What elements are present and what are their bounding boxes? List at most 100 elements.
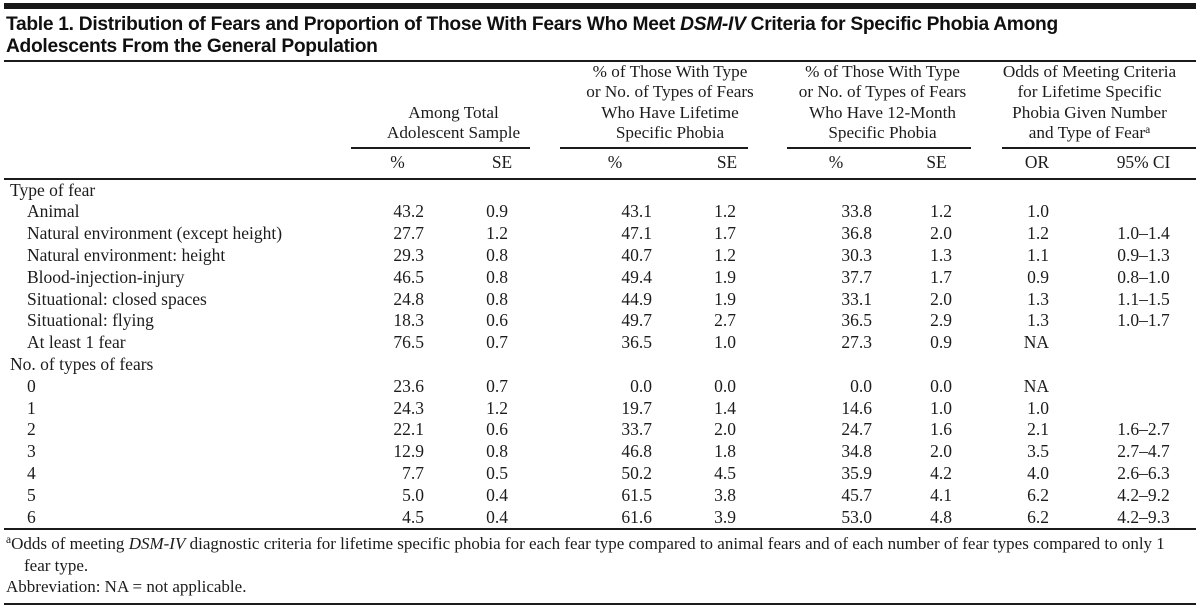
- row-label: 6: [27, 506, 36, 527]
- cell-value: 2.0: [714, 419, 737, 440]
- cell-value: [1091, 332, 1196, 354]
- subheader-spacer: [4, 148, 349, 180]
- section-header-row: Type of fear: [4, 179, 1196, 202]
- cell-value: 1.2: [486, 223, 509, 244]
- cell-value: [1091, 201, 1196, 223]
- row-label-column-header: [4, 62, 349, 149]
- cell-value: 1.0–1.7: [1117, 310, 1170, 331]
- cell-value: 44.9: [621, 288, 653, 309]
- cell-value: 46.5: [393, 266, 424, 287]
- cell-value: 4.0: [1027, 462, 1050, 483]
- column-group-header: Odds of Meeting Criteria for Lifetime Spe…: [983, 62, 1197, 149]
- cell-value: 1.6–2.7: [1117, 419, 1170, 440]
- section-header: No. of types of fears: [10, 354, 154, 374]
- cell-value: 0.6: [486, 310, 509, 331]
- table-row: 1 24.3 1.2 19.7 1.4 14.6 1.0 1.0: [4, 398, 1196, 420]
- row-label: 0: [27, 375, 36, 396]
- cell-value: 40.7: [621, 245, 653, 266]
- cell-value: 33.8: [841, 201, 873, 222]
- cell-value: 36.5: [841, 310, 873, 331]
- title-rule: [4, 60, 1196, 62]
- table-row: 3 12.9 0.8 46.8 1.8 34.8 2.0 3.5 2.7–4.7: [4, 441, 1196, 463]
- cell-value: 24.8: [393, 288, 424, 309]
- row-label: 5: [27, 484, 36, 505]
- cell-value: 1.3: [1027, 288, 1050, 309]
- table-body: Type of fear Animal 43.2 0.9 43.1 1.2 33.8 1.2 1…: [4, 179, 1197, 530]
- cell-value: 3.5: [1027, 441, 1050, 462]
- cell-value: 3.8: [714, 484, 737, 505]
- cell-value: 1.0: [930, 397, 953, 418]
- spanner-rule: [560, 144, 749, 149]
- cell-value: 1.1–1.5: [1117, 288, 1170, 309]
- cell-value: 1.1: [1027, 245, 1050, 266]
- cell-value: 0.9: [1027, 266, 1050, 287]
- cell-value: 61.6: [621, 506, 653, 527]
- footnote-abbreviation: Abbreviation: NA = not applicable.: [6, 577, 247, 597]
- table-row: At least 1 fear 76.5 0.7 36.5 1.0 27.3 0.9 NA: [4, 332, 1196, 354]
- cell-value: 36.5: [621, 332, 653, 353]
- cell-value: 2.7–4.7: [1117, 441, 1170, 462]
- subheader-row: % SE% SE% SE OR 95% CI: [4, 148, 1197, 180]
- cell-value: 76.5: [393, 332, 424, 353]
- cell-value: 27.3: [841, 332, 873, 353]
- cell-value: 1.0: [1027, 397, 1050, 418]
- cell-value: 0.0: [630, 375, 653, 396]
- cell-value: 1.9: [714, 266, 737, 287]
- cell-value: 49.4: [621, 266, 653, 287]
- cell-value: 0.0: [850, 375, 873, 396]
- cell-value: 4.2: [930, 462, 953, 483]
- cell-value: [1091, 398, 1196, 420]
- cell-value: 0.0: [714, 375, 737, 396]
- cell-value: 2.1: [1027, 419, 1050, 440]
- cell-value: 2.0: [930, 441, 953, 462]
- cell-value: 1.2: [714, 245, 737, 266]
- cell-value: 1.2: [714, 201, 737, 222]
- row-label: 2: [27, 419, 36, 440]
- row-label: Blood-injection-injury: [27, 266, 185, 287]
- cell-value: 0.4: [486, 484, 509, 505]
- cell-value: 4.5: [714, 462, 737, 483]
- footnotes: aOdds of meeting DSM-IV diagnostic crite…: [4, 530, 1196, 603]
- cell-value: 2.0: [930, 288, 953, 309]
- cell-value: 1.2: [1027, 223, 1050, 244]
- column-group-label: % of Those With Type or No. of Types of F…: [798, 62, 967, 143]
- cell-value: 1.3: [1027, 310, 1050, 331]
- cell-value: 1.2: [930, 201, 953, 222]
- table-row: 0 23.6 0.7 0.0 0.0 0.0 0.0 NA: [4, 376, 1196, 398]
- cell-value: 1.6: [930, 419, 953, 440]
- row-label: 1: [27, 397, 36, 418]
- spanner-rule: [1002, 144, 1197, 149]
- cell-value: 1.0: [1027, 201, 1050, 222]
- cell-value: [1091, 376, 1196, 398]
- cell-value: 1.0–1.4: [1117, 223, 1170, 244]
- cell-value: 4.5: [402, 506, 424, 527]
- cell-value: 19.7: [621, 397, 653, 418]
- cell-value: 6.2: [1027, 484, 1050, 505]
- cell-value: 18.3: [393, 310, 424, 331]
- column-subheader: %: [349, 148, 446, 180]
- row-label: Situational: flying: [27, 310, 154, 331]
- cell-value: 34.8: [841, 441, 873, 462]
- cell-value: 1.7: [714, 223, 737, 244]
- row-label: 3: [27, 441, 36, 462]
- cell-value: 43.1: [621, 201, 653, 222]
- row-label: At least 1 fear: [27, 332, 126, 353]
- column-subheader: %: [558, 148, 673, 180]
- row-label: Animal: [27, 201, 80, 222]
- cell-value: 47.1: [621, 223, 653, 244]
- table-row: Situational: flying 18.3 0.6 49.7 2.7 36.5 2.9…: [4, 310, 1196, 332]
- cell-value: 30.3: [841, 245, 873, 266]
- row-label: 4: [27, 462, 36, 483]
- table-row: Natural environment: height 29.3 0.8 40.7 1.…: [4, 245, 1196, 267]
- cell-value: 2.6–6.3: [1117, 462, 1170, 483]
- table-row: Blood-injection-injury 46.5 0.8 49.4 1.9 37.7…: [4, 267, 1196, 289]
- cell-value: 0.8: [486, 266, 509, 287]
- cell-value: 0.9: [930, 332, 953, 353]
- cell-value: 24.3: [393, 397, 424, 418]
- cell-value: 1.7: [930, 266, 953, 287]
- table-row: Natural environment (except height) 27.7 1…: [4, 223, 1196, 245]
- cell-value: 0.8: [486, 288, 509, 309]
- table-row: Animal 43.2 0.9 43.1 1.2 33.8 1.2 1.0: [4, 201, 1196, 223]
- cell-value: 0.9–1.3: [1117, 245, 1170, 266]
- cell-value: 4.1: [930, 484, 953, 505]
